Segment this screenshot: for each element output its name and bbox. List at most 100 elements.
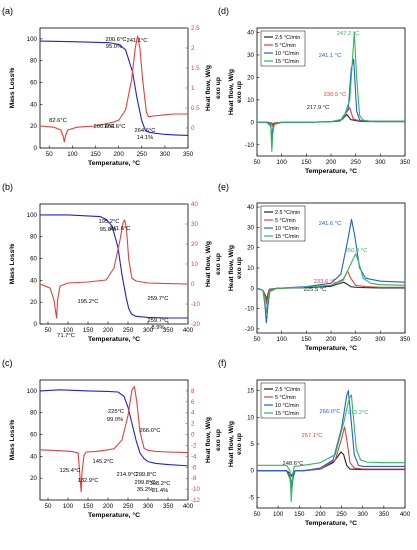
legend-entry: 15 °C/min — [275, 234, 299, 240]
y-right-tick-label: 20 — [191, 241, 198, 248]
series-line-1 — [40, 385, 188, 493]
series-line-3 — [257, 253, 405, 314]
y-right-tick-label: 0.5 — [191, 105, 200, 112]
y-tick-label: 100 — [27, 212, 38, 219]
legend-entry: 2.5 °C/min — [275, 35, 300, 41]
annotation-label: 233.6 °C — [314, 279, 337, 285]
annotation-label: 257.1°C — [301, 433, 322, 439]
x-tick-label: 150 — [83, 503, 94, 510]
legend-entry: 5 °C/min — [275, 218, 296, 224]
y-right-tick-label: 1.5 — [191, 65, 200, 72]
annotation-label: 299.8°C — [134, 480, 155, 486]
annotation-label: 31.4% — [152, 488, 168, 494]
y-right-tick-label: -2 — [191, 442, 197, 449]
x-tick-label: 200 — [103, 503, 114, 510]
y-tick-label: -5 — [248, 494, 254, 501]
x-tick-label: 250 — [123, 327, 134, 334]
annotation-label: 299.8°C — [135, 472, 156, 478]
annotation-label: 195.2°C — [77, 299, 98, 305]
annotation-label: 214.9°C — [116, 472, 137, 478]
y-tick-label: 60 — [30, 80, 37, 87]
y-right-tick-label: -20 — [191, 321, 201, 328]
x-tick-label: 50 — [254, 511, 261, 518]
y-axis-label: Mass Loss% — [9, 420, 16, 461]
legend-entry: 10 °C/min — [275, 51, 299, 57]
series-line-3 — [257, 31, 405, 153]
series-line-1 — [257, 107, 405, 128]
y-tick-label: 15 — [247, 388, 254, 395]
panel-label: (c) — [2, 358, 13, 368]
x-tick-label: 150 — [83, 327, 94, 334]
exo-up-label: exo up — [236, 257, 243, 279]
series-line-0 — [40, 40, 188, 136]
series-line-0 — [257, 451, 405, 477]
annotation-label: 14.1% — [137, 135, 153, 141]
y-tick-label: 0 — [34, 321, 38, 328]
y-tick-label: 0 — [251, 119, 255, 126]
x-tick-label: 350 — [400, 336, 411, 343]
x-tick-label: 250 — [123, 503, 134, 510]
legend-entry: 5 °C/min — [275, 395, 296, 401]
y-right-axis-label: Heat flow, W/g — [205, 241, 212, 287]
y-right-tick-label: 0 — [191, 125, 195, 132]
y-right-tick-label: -10 — [191, 301, 201, 308]
y-tick-label: 20 — [30, 475, 37, 482]
y-tick-label: 20 — [30, 299, 37, 306]
x-tick-label: 350 — [163, 327, 174, 334]
y-right-tick-label: 0 — [191, 432, 195, 439]
annotation-label: 200.6°C — [105, 37, 126, 43]
x-tick-label: 350 — [163, 503, 174, 510]
annotation-label: 264.6°C — [104, 124, 125, 130]
annotation-label: 99.0% — [107, 417, 123, 423]
y-right-tick-label: 2 — [191, 421, 195, 428]
x-tick-label: 150 — [90, 151, 101, 158]
x-tick-label: 400 — [183, 503, 194, 510]
x-tick-label: 100 — [277, 336, 288, 343]
y-tick-label: 10 — [247, 414, 254, 421]
legend-entry: 10 °C/min — [275, 403, 299, 409]
x-tick-label: 350 — [379, 511, 390, 518]
y-tick-label: -10 — [245, 306, 255, 313]
y-right-tick-label: 8 — [191, 388, 195, 395]
y-tick-label: 5 — [251, 441, 255, 448]
annotation-label: 71.7°C — [57, 333, 75, 339]
exo-up-label: exo up — [215, 253, 222, 275]
y-tick-label: 80 — [30, 410, 37, 417]
y-tick-label: 10 — [247, 265, 254, 272]
annotation-label: 95.8% — [100, 227, 116, 233]
y-right-tick-label: 2.5 — [191, 25, 200, 32]
y-tick-label: 20 — [247, 74, 254, 81]
y-right-tick-label: 1 — [191, 85, 195, 92]
annotation-label: 132.9°C — [77, 478, 98, 484]
x-tick-label: 200 — [113, 151, 124, 158]
x-axis-label: Temperature, °C — [305, 519, 357, 527]
y-tick-label: 40 — [30, 453, 37, 460]
x-tick-label: 400 — [400, 511, 411, 518]
exo-up-label: exo up — [236, 433, 243, 455]
y-right-axis-label: Heat flow, W/g — [205, 65, 212, 111]
x-tick-label: 100 — [63, 327, 74, 334]
y-tick-label: 100 — [27, 388, 38, 395]
y-tick-label: 20 — [30, 123, 37, 130]
annotation-label: 95.0% — [106, 44, 122, 50]
exo-up-label: exo up — [236, 81, 243, 103]
y-tick-label: 0 — [251, 468, 255, 475]
y-tick-label: -10 — [245, 142, 255, 149]
y-right-tick-label: 40 — [191, 201, 198, 208]
x-tick-label: 100 — [273, 511, 284, 518]
annotation-label: 398.2°C — [149, 481, 170, 487]
y-tick-label: 80 — [30, 58, 37, 65]
x-tick-label: 250 — [351, 159, 362, 166]
series-line-1 — [257, 426, 405, 485]
annotation-label: 217.9 °C — [307, 105, 330, 111]
annotation-label: 35.2% — [137, 487, 153, 493]
plot-frame — [39, 379, 189, 501]
series-line-1 — [40, 35, 188, 143]
x-tick-label: 50 — [45, 327, 52, 334]
x-tick-label: 50 — [45, 503, 52, 510]
x-tick-label: 50 — [254, 336, 261, 343]
series-line-1 — [40, 219, 188, 319]
x-tick-label: 300 — [160, 151, 171, 158]
